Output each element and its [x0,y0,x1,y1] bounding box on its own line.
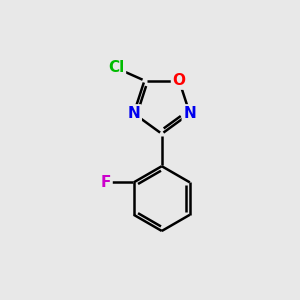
Text: N: N [128,106,140,121]
Text: Cl: Cl [108,61,124,76]
Text: O: O [172,73,186,88]
Text: F: F [100,175,111,190]
Text: N: N [183,106,196,121]
